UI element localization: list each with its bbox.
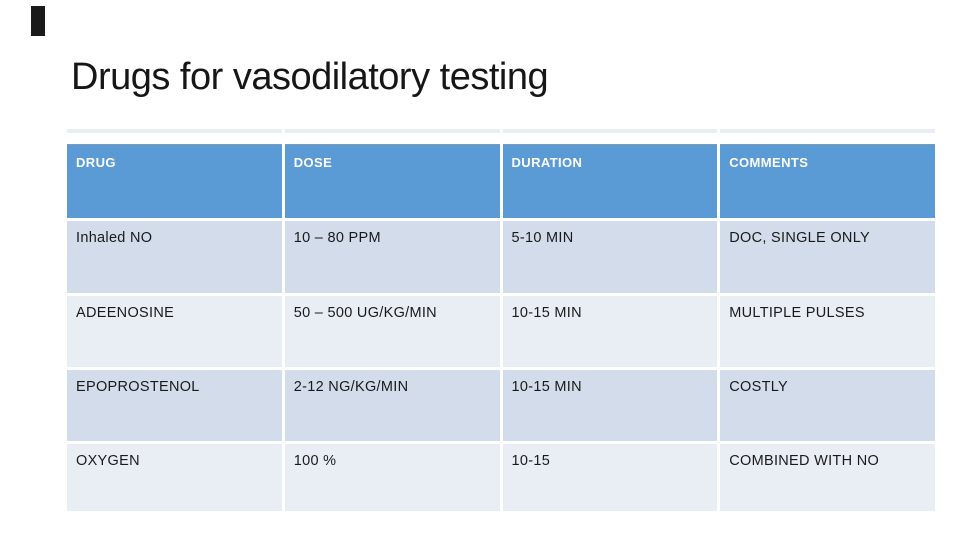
table-cell-drug-row2: ADEENOSINE xyxy=(67,296,282,367)
table-top-rule-segment xyxy=(502,129,718,133)
table-cell-duration-row3: 10-15 MIN xyxy=(502,370,718,441)
table-cell-drug-row4: OXYGEN xyxy=(67,444,282,511)
table-cell-duration-row4: 10-15 xyxy=(502,444,718,511)
table-top-rule-segment xyxy=(720,129,935,133)
column-header-comments: COMMENTS xyxy=(720,144,935,218)
drug-table: DRUG DOSE DURATION COMMENTS Inhaled NO 1… xyxy=(67,144,935,511)
table-cell-drug-row1: Inhaled NO xyxy=(67,221,282,293)
table-top-rule-segment xyxy=(67,129,282,133)
column-header-duration: DURATION xyxy=(502,144,718,218)
column-header-dose: DOSE xyxy=(284,144,500,218)
column-header-drug: DRUG xyxy=(67,144,282,218)
table-cell-comments-row2: MULTIPLE PULSES xyxy=(720,296,935,367)
table-cell-duration-row2: 10-15 MIN xyxy=(502,296,718,367)
table-cell-comments-row1: DOC, SINGLE ONLY xyxy=(720,221,935,293)
table-cell-drug-row3: EPOPROSTENOL xyxy=(67,370,282,441)
table-cell-duration-row1: 5-10 MIN xyxy=(502,221,718,293)
table-cell-dose-row4: 100 % xyxy=(284,444,500,511)
table-cell-dose-row2: 50 – 500 UG/KG/MIN xyxy=(284,296,500,367)
corner-accent-bar xyxy=(31,6,45,36)
table-cell-comments-row3: COSTLY xyxy=(720,370,935,441)
table-top-rule xyxy=(67,129,935,133)
table-top-rule-segment xyxy=(284,129,500,133)
table-cell-dose-row1: 10 – 80 PPM xyxy=(284,221,500,293)
table-cell-comments-row4: COMBINED WITH NO xyxy=(720,444,935,511)
table-cell-dose-row3: 2-12 NG/KG/MIN xyxy=(284,370,500,441)
slide-title: Drugs for vasodilatory testing xyxy=(71,56,549,98)
